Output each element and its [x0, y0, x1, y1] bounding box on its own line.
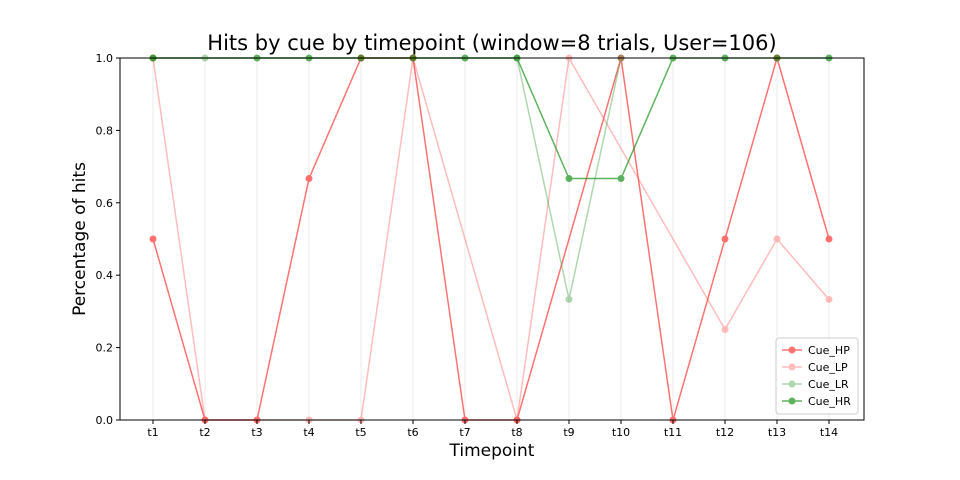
legend-swatch-cue-hp [782, 346, 802, 354]
series-cue-hp [149, 54, 833, 424]
data-point-cue-hp [305, 175, 313, 183]
data-point-cue-hr [565, 175, 573, 183]
legend-label-cue-hr: Cue_HR [808, 395, 851, 408]
x-tick-label: t3 [251, 426, 262, 439]
series-layer [149, 54, 833, 424]
y-tick-label: 1.0 [96, 52, 114, 65]
series-cue-lr [149, 54, 625, 303]
y-tick-label: 0.2 [96, 342, 114, 355]
y-axis: 0.0 0.2 0.4 0.6 0.8 1.0 [96, 52, 120, 427]
legend-marker [788, 363, 796, 371]
data-point-cue-hr [617, 175, 625, 183]
y-tick-label: 0.6 [96, 197, 114, 210]
x-tick-label: t1 [147, 426, 158, 439]
legend-swatch-cue-lp [782, 363, 802, 371]
data-point-cue-lp [721, 326, 729, 333]
y-axis-label: Percentage of hits [70, 162, 90, 316]
series-cue-hr [149, 54, 833, 183]
legend-marker [788, 380, 796, 388]
legend-swatch-cue-hr [782, 397, 802, 405]
y-tick-label: 0.4 [96, 269, 114, 282]
x-tick-label: t14 [820, 426, 838, 439]
x-tick-label: t12 [716, 426, 734, 439]
legend-swatch-cue-lr [782, 380, 802, 388]
x-tick-label: t6 [407, 426, 418, 439]
x-tick-label: t2 [199, 426, 210, 439]
x-tick-label: t13 [768, 426, 786, 439]
y-tick-label: 0.0 [96, 414, 114, 427]
legend-marker [788, 397, 796, 405]
x-tick-label: t7 [459, 426, 470, 439]
x-axis-label: Timepoint [449, 441, 535, 461]
x-tick-label: t8 [511, 426, 522, 439]
chart-title: Hits by cue by timepoint (window=8 trial… [207, 31, 776, 55]
legend-box [775, 337, 859, 415]
legend-label-cue-lr: Cue_LR [808, 378, 849, 391]
legend-marker [788, 346, 796, 354]
data-point-cue-hp [721, 235, 729, 243]
y-tick-label: 0.8 [96, 124, 114, 137]
data-point-cue-lr [565, 295, 573, 303]
series-line-cue-hr [153, 57, 829, 180]
data-point-cue-lp [825, 295, 833, 303]
data-point-cue-hp [149, 235, 157, 243]
x-tick-label: t4 [303, 426, 314, 439]
series-line-cue-lr [153, 57, 622, 300]
x-tick-label: t10 [612, 426, 630, 439]
legend-label-cue-hp: Cue_HP [808, 344, 850, 357]
x-tick-label: t9 [563, 426, 574, 439]
x-tick-label: t5 [355, 426, 366, 439]
series-cue-lp [149, 54, 833, 424]
legend: Cue_HP Cue_LP Cue_LR Cue_HR [775, 337, 859, 415]
data-point-cue-lp [773, 235, 781, 243]
x-axis: t1 t2 t3 t4 t5 t6 t7 t8 t9 t10 t11 t12 t13 t14 [147, 420, 838, 439]
legend-label-cue-lp: Cue_LP [808, 361, 848, 374]
plot-frame [119, 57, 865, 421]
data-point-cue-hp [825, 235, 833, 243]
x-tick-label: t11 [664, 426, 682, 439]
